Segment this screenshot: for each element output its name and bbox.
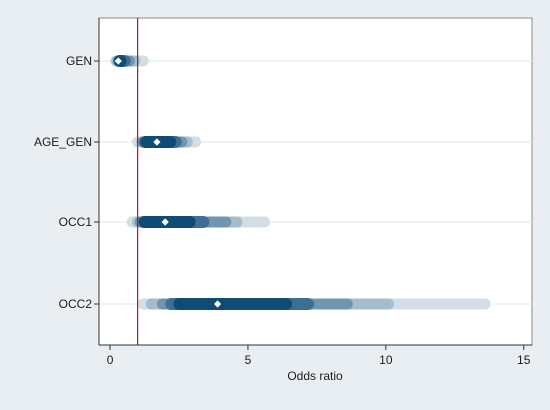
point-estimate-gen	[114, 57, 122, 65]
axes	[98, 18, 532, 346]
x-axis-title: Odds ratio	[287, 369, 343, 383]
ci-bands	[110, 55, 491, 310]
y-tick-label-age-gen: AGE_GEN	[34, 135, 92, 149]
x-tick-label-10: 10	[379, 353, 393, 367]
point-estimate-occ1	[161, 218, 169, 226]
point-estimate-occ2	[213, 300, 222, 308]
point-estimates	[114, 57, 222, 308]
x-tick-label-0: 0	[107, 353, 114, 367]
x-tick-label-15: 15	[517, 353, 531, 367]
ci-band-occ2-level-5	[173, 298, 293, 310]
y-tick-label-occ2: OCC2	[59, 297, 93, 311]
tick-labels: GEN AGE_GEN OCC1 OCC2 0 5 10 15	[34, 54, 531, 367]
y-tick-label-gen: GEN	[66, 54, 92, 68]
point-estimate-age-gen	[153, 138, 161, 146]
x-tick-label-5: 5	[245, 353, 252, 367]
plot-area	[98, 17, 533, 346]
y-tick-label-occ1: OCC1	[59, 215, 93, 229]
